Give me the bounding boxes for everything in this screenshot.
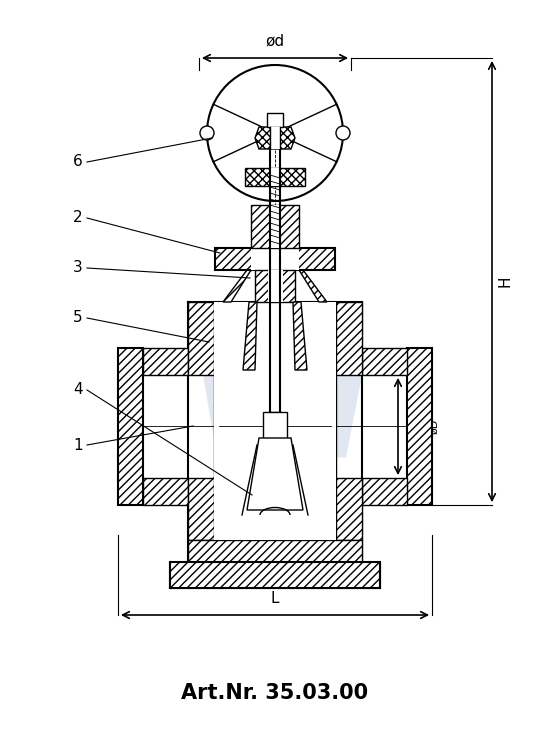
Polygon shape <box>188 478 214 540</box>
Text: DN: DN <box>406 414 416 430</box>
Bar <box>267 113 283 127</box>
Text: øD: øD <box>429 418 439 434</box>
Polygon shape <box>188 540 362 562</box>
Text: L: L <box>271 591 279 606</box>
Bar <box>214 302 336 540</box>
Text: 6: 6 <box>73 155 83 169</box>
Polygon shape <box>215 248 335 270</box>
Polygon shape <box>299 270 327 302</box>
Text: 3: 3 <box>73 261 83 276</box>
Text: 2: 2 <box>73 210 83 225</box>
Bar <box>263 412 287 440</box>
Polygon shape <box>223 270 251 302</box>
Polygon shape <box>118 348 143 505</box>
Polygon shape <box>336 478 362 540</box>
Polygon shape <box>188 302 214 375</box>
Text: Art.Nr. 35.03.00: Art.Nr. 35.03.00 <box>182 683 368 703</box>
Polygon shape <box>336 302 362 375</box>
Polygon shape <box>243 302 257 370</box>
Polygon shape <box>247 438 303 510</box>
Polygon shape <box>245 168 305 186</box>
Bar <box>270 168 281 186</box>
Polygon shape <box>255 127 295 149</box>
Polygon shape <box>362 478 407 505</box>
Polygon shape <box>255 270 295 302</box>
Text: 1: 1 <box>73 438 83 452</box>
Polygon shape <box>251 205 299 248</box>
Bar <box>268 270 283 302</box>
Circle shape <box>200 126 214 140</box>
Bar <box>270 205 281 248</box>
Text: 5: 5 <box>73 311 83 325</box>
Bar <box>251 248 299 270</box>
Text: H: H <box>498 275 513 287</box>
Bar <box>270 127 281 149</box>
Polygon shape <box>293 302 307 370</box>
Circle shape <box>336 126 350 140</box>
Polygon shape <box>407 348 432 505</box>
Polygon shape <box>143 348 188 375</box>
Polygon shape <box>170 562 380 588</box>
Text: VT: VT <box>189 352 391 487</box>
Text: 4: 4 <box>73 383 83 398</box>
Polygon shape <box>362 348 407 375</box>
Text: ød: ød <box>266 34 284 49</box>
Polygon shape <box>143 478 188 505</box>
